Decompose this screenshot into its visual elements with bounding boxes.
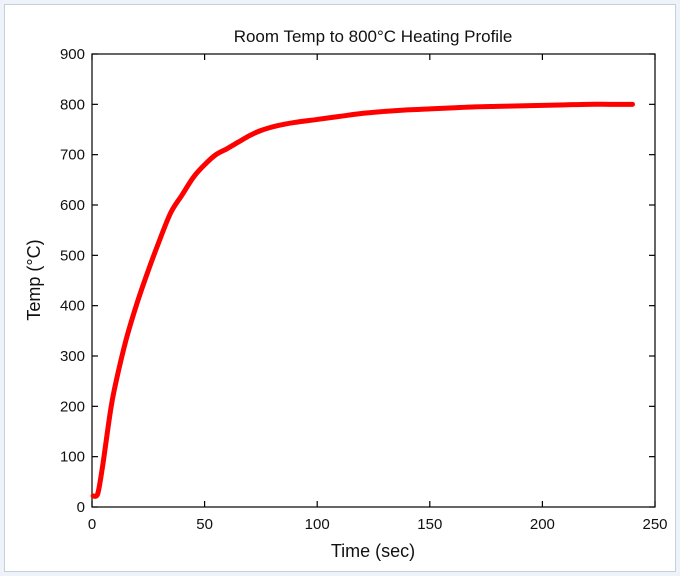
x-tick-label: 50 [196,516,213,533]
axis-ticks [91,53,656,508]
y-tick-label: 400 [60,298,85,315]
x-tick-label: 200 [530,516,555,533]
x-tick-label: 0 [88,516,96,533]
x-tick-label: 100 [305,516,330,533]
y-tick-label: 0 [77,499,85,516]
series-layer [90,101,635,499]
y-tick-label: 100 [60,449,85,466]
y-tick-label: 500 [60,247,85,264]
y-axis-label: Temp (°C) [24,239,44,320]
y-tick-label: 200 [60,398,85,415]
plot-area [91,53,656,508]
x-tick-labels: 0 50 100 150 200 250 [88,516,668,533]
y-tick-labels: 0 100 200 300 400 500 600 700 800 900 [60,46,85,516]
series-line-temperature [90,101,635,499]
y-tick-label: 600 [60,197,85,214]
y-tick-label: 800 [60,96,85,113]
y-tick-label: 700 [60,147,85,164]
y-tick-label: 900 [60,46,85,63]
x-axis-label: Time (sec) [331,541,415,561]
x-tick-label: 250 [642,516,667,533]
chart-title: Room Temp to 800°C Heating Profile [234,27,513,46]
x-tick-label: 150 [417,516,442,533]
y-tick-label: 300 [60,348,85,365]
